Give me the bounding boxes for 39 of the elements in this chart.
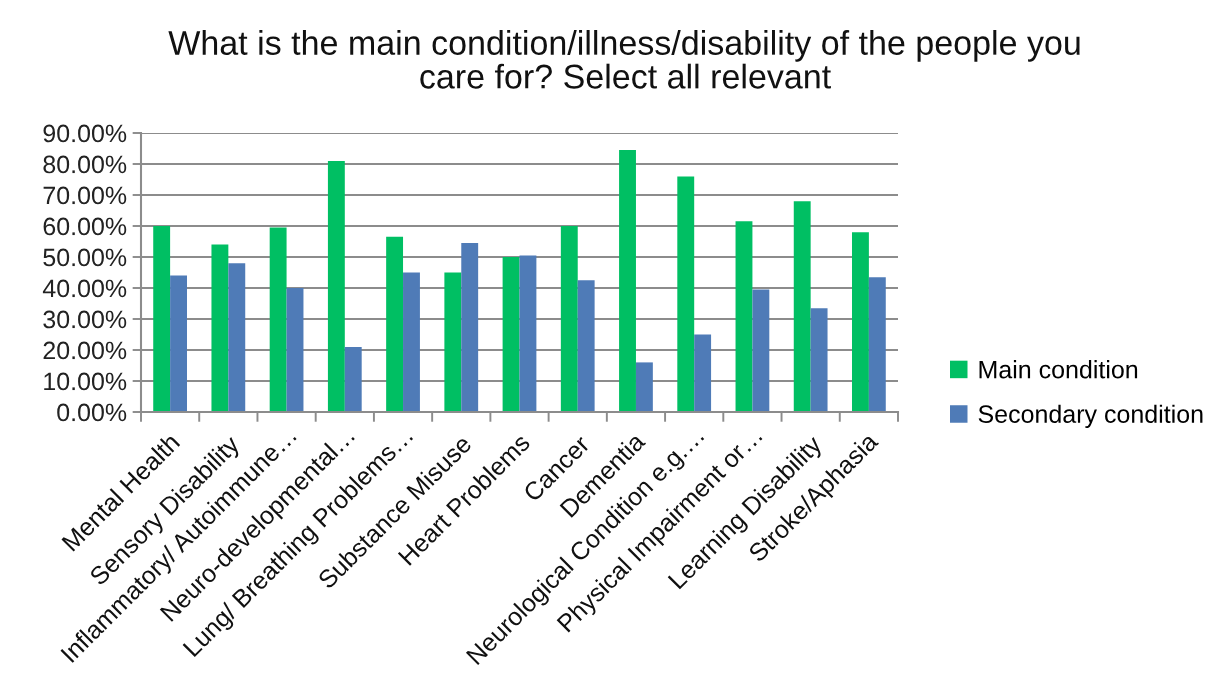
y-tick-label: 80.00% [43,155,127,174]
bar [619,150,636,412]
bar [170,275,187,412]
bar [211,244,229,412]
bar [444,272,462,412]
y-tick-label: 90.00% [43,124,127,143]
bar [735,221,753,412]
bar [403,272,420,412]
bar [269,227,287,412]
bar [852,232,869,412]
bar [810,308,828,412]
bar [694,334,712,412]
bar [577,280,595,412]
y-tick-label: 60.00% [43,217,127,236]
y-tick-label: 40.00% [42,279,127,298]
y-tick-label: 30.00% [43,310,127,329]
bar [635,362,653,412]
y-tick-label: 10.00% [44,372,127,391]
y-tick-label: 50.00% [43,248,127,267]
bar [153,226,171,412]
y-tick-label: 20.00% [43,341,127,360]
bar [228,263,246,412]
bar [286,288,304,412]
bar [386,236,404,412]
bar [752,289,770,412]
bar [793,201,811,412]
bar [344,346,362,412]
legend-label: Main condition [979,360,1138,379]
bar [560,226,578,412]
legend-label: Secondary condition [978,404,1203,428]
chart-title: What is the main condition/illness/disability of the people you care for? Select all relevant [168,30,1080,89]
bar [677,176,695,412]
bar [327,160,345,412]
bar [868,277,886,412]
bar [502,257,520,412]
y-tick-label: 0.00% [57,403,127,422]
bar [461,243,479,412]
bar [519,255,537,412]
y-tick-label: 70.00% [43,186,127,205]
